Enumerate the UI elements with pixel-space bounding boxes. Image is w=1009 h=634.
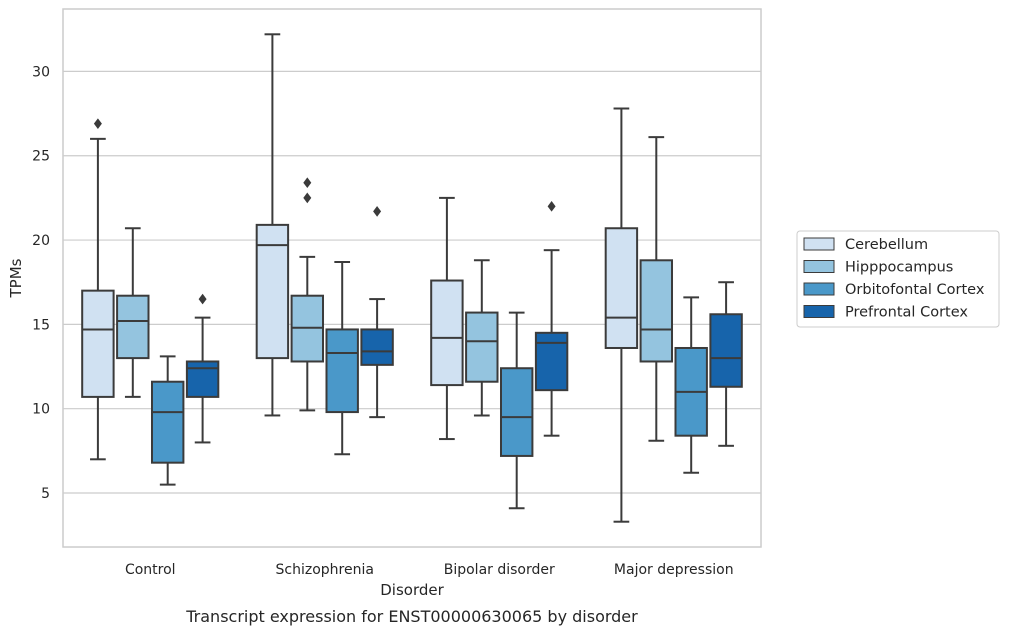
legend: Cerebellum Hipppocampus Orbitofontal Corte… <box>796 230 1000 328</box>
legend-entry-label: Hipppocampus <box>845 260 953 276</box>
box-iqr <box>534 331 569 392</box>
box-iqr <box>604 227 639 349</box>
box-group <box>325 260 359 456</box>
box-group <box>639 136 674 442</box>
x-tick-label: Bipolar disorder <box>444 562 555 578</box>
box-iqr <box>116 294 150 360</box>
box-group <box>360 206 394 419</box>
y-tick-labels: 5 10 15 20 25 30 <box>32 64 50 502</box>
box-iqr <box>465 311 499 383</box>
legend-swatch <box>803 305 835 318</box>
y-tick-label: 5 <box>41 486 50 502</box>
box-group <box>81 118 115 461</box>
outlier-point <box>373 206 382 217</box>
legend-entry-label: Cerebellum <box>845 237 928 253</box>
box-group <box>465 259 499 417</box>
legend-swatch <box>803 237 835 251</box>
box-group <box>290 177 325 412</box>
outlier-point <box>93 118 102 130</box>
box-iqr <box>325 328 359 414</box>
chart-caption: Transcript expression for ENST0000063006… <box>185 607 638 626</box>
box-group <box>255 33 290 417</box>
box-iqr <box>150 380 185 464</box>
legend-entry-label: Prefrontal Cortex <box>845 305 968 321</box>
y-tick-label: 10 <box>32 402 50 418</box>
x-tick-labels: Control Schizophrenia Bipolar disorder Majo… <box>125 562 734 578</box>
y-tick-label: 20 <box>32 233 50 249</box>
x-tick-label: Control <box>125 562 176 578</box>
box-group <box>116 227 150 398</box>
outlier-point <box>303 192 312 204</box>
legend-swatch <box>803 282 835 296</box>
box-group <box>499 311 534 510</box>
box-iqr <box>430 279 464 387</box>
box-group <box>430 196 464 441</box>
box-iqr <box>185 360 220 398</box>
y-tick-label: 30 <box>32 64 50 80</box>
box-group <box>185 293 220 444</box>
box-iqr <box>499 367 534 457</box>
y-tick-label: 25 <box>32 149 50 165</box>
plot-area-frame <box>62 8 762 548</box>
box-group <box>534 200 569 437</box>
outlier-point <box>547 200 556 212</box>
box-iqr <box>639 259 674 363</box>
x-tick-label: Major depression <box>614 562 734 578</box>
box-iqr <box>360 328 394 366</box>
legend-entry-label: Orbitofontal Cortex <box>845 282 985 298</box>
y-axis-label: TPMs <box>7 258 25 298</box>
legend-frame <box>796 230 1000 328</box>
legend-swatch <box>803 260 835 273</box>
box-group <box>674 296 708 474</box>
box-group <box>604 107 639 523</box>
box-iqr <box>81 289 115 398</box>
box-iqr <box>255 223 290 360</box>
x-tick-label: Schizophrenia <box>276 562 374 578</box>
box-iqr <box>709 313 743 388</box>
x-axis-label: Disorder <box>380 581 444 599</box>
box-group <box>709 281 743 447</box>
box-group <box>150 355 185 486</box>
outlier-point <box>303 177 312 189</box>
outlier-point <box>198 293 207 305</box>
y-tick-label: 15 <box>32 317 50 333</box>
box-layer <box>81 33 743 523</box>
